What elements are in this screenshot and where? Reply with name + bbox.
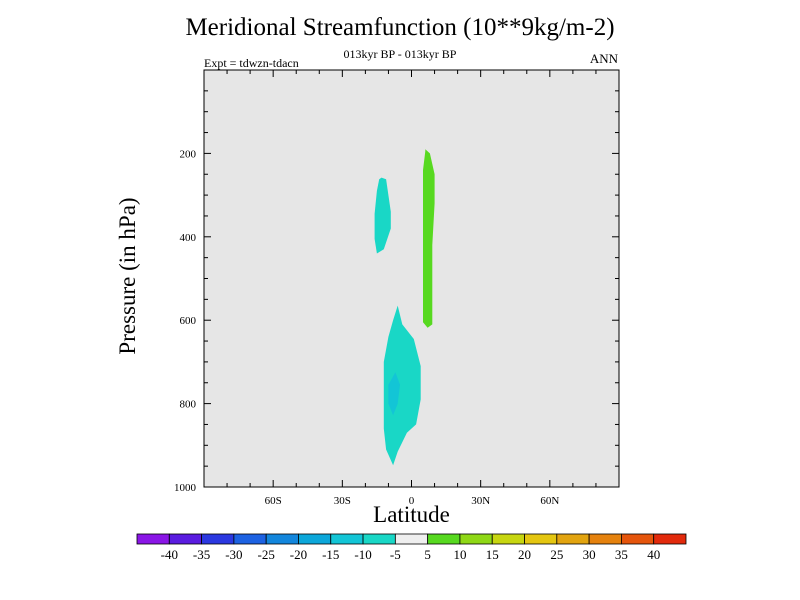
x-tick-label: 60S xyxy=(265,495,282,507)
colorbar-label: -25 xyxy=(258,547,275,562)
colorbar-label: -35 xyxy=(193,547,210,562)
season-label: ANN xyxy=(589,51,618,66)
colorbar-box xyxy=(588,533,622,545)
colorbar-label: 10 xyxy=(453,547,466,562)
colorbar-label: -10 xyxy=(354,547,371,562)
colorbar-box xyxy=(136,533,170,545)
upper-negative-cell xyxy=(374,177,391,254)
y-tick-label: 600 xyxy=(180,315,197,327)
colorbar-box xyxy=(298,533,332,545)
colorbar-label: 30 xyxy=(583,547,596,562)
x-tick-label: 60N xyxy=(540,495,559,507)
colorbar-label: 5 xyxy=(424,547,431,562)
colorbar-label: -20 xyxy=(290,547,307,562)
colorbar-box xyxy=(621,533,655,545)
x-tick-label: 30S xyxy=(334,495,351,507)
colorbar-label: 35 xyxy=(615,547,628,562)
colorbar-box xyxy=(233,533,267,545)
y-tick-label: 200 xyxy=(180,148,197,160)
colorbar-box xyxy=(524,533,558,545)
x-tick-label: 0 xyxy=(409,495,415,507)
colorbar-label: 20 xyxy=(518,547,531,562)
colorbar-box xyxy=(168,533,202,545)
x-tick-label: 30N xyxy=(471,495,490,507)
experiment-label: Expt = tdwzn-tdacn xyxy=(204,56,299,70)
colorbar-box xyxy=(265,533,299,545)
colorbar-box xyxy=(362,533,396,545)
colorbar-box xyxy=(491,533,525,545)
colorbar-box xyxy=(201,533,235,545)
colorbar-box xyxy=(330,533,364,545)
y-tick-label: 1000 xyxy=(174,482,197,494)
colorbar-label: 25 xyxy=(550,547,563,562)
chart-subtitle: 013kyr BP - 013kyr BP xyxy=(343,47,457,61)
colorbar-label: -30 xyxy=(225,547,242,562)
colorbar-box xyxy=(556,533,590,545)
y-axis-title: Pressure (in hPa) xyxy=(115,197,140,355)
colorbar-box xyxy=(427,533,461,545)
upper-positive-cell xyxy=(423,149,435,328)
colorbar-label: 40 xyxy=(647,547,660,562)
lower-negative-core xyxy=(388,372,400,416)
colorbar-label: -15 xyxy=(322,547,339,562)
y-tick-label: 800 xyxy=(180,399,197,411)
colorbar-label: 15 xyxy=(486,547,499,562)
lower-negative-cell xyxy=(383,305,421,466)
colorbar-label: -5 xyxy=(390,547,401,562)
colorbar-box xyxy=(394,533,429,545)
x-axis-title: Latitude xyxy=(373,502,450,527)
y-tick-label: 400 xyxy=(180,232,197,244)
colorbar-box xyxy=(459,533,493,545)
chart-title: Meridional Streamfunction (10**9kg/m-2) xyxy=(185,14,615,41)
colorbar-label: -40 xyxy=(161,547,178,562)
colorbar-box xyxy=(653,533,687,545)
